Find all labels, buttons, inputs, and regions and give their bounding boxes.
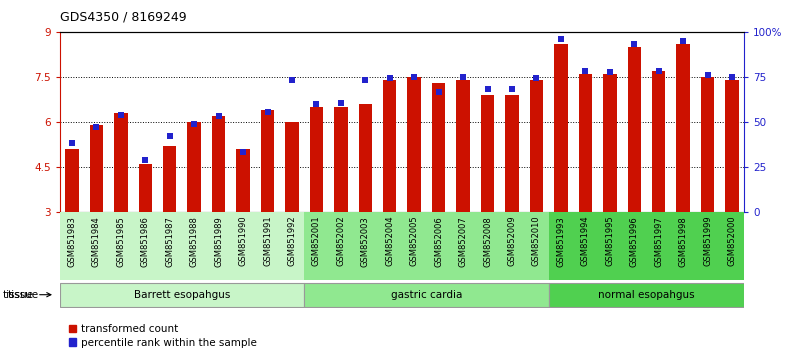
Bar xyxy=(358,104,372,212)
Bar xyxy=(383,80,396,212)
Text: GSM851986: GSM851986 xyxy=(141,216,150,267)
Bar xyxy=(652,71,665,212)
Text: GSM851987: GSM851987 xyxy=(166,216,174,267)
Bar xyxy=(114,113,127,212)
Text: gastric cardia: gastric cardia xyxy=(391,290,462,300)
Bar xyxy=(603,74,617,212)
Text: GSM852006: GSM852006 xyxy=(434,216,443,267)
Text: GSM852002: GSM852002 xyxy=(337,216,345,267)
Bar xyxy=(579,74,592,212)
Text: GSM851984: GSM851984 xyxy=(92,216,101,267)
Bar xyxy=(236,149,250,212)
Text: GSM852003: GSM852003 xyxy=(361,216,370,267)
Bar xyxy=(261,110,275,212)
Bar xyxy=(163,146,177,212)
Text: Barrett esopahgus: Barrett esopahgus xyxy=(134,290,230,300)
Text: GSM852005: GSM852005 xyxy=(410,216,419,267)
Bar xyxy=(334,107,348,212)
Text: GSM851989: GSM851989 xyxy=(214,216,223,267)
FancyBboxPatch shape xyxy=(548,212,744,280)
Bar xyxy=(65,149,79,212)
Bar xyxy=(139,164,152,212)
Text: GSM851983: GSM851983 xyxy=(68,216,76,267)
Bar xyxy=(310,107,323,212)
Text: GSM851990: GSM851990 xyxy=(239,216,248,267)
Bar xyxy=(408,77,421,212)
Text: GSM851993: GSM851993 xyxy=(556,216,565,267)
Bar xyxy=(700,77,714,212)
Bar xyxy=(187,122,201,212)
Text: GSM852000: GSM852000 xyxy=(728,216,736,267)
Text: GSM852004: GSM852004 xyxy=(385,216,394,267)
Text: GDS4350 / 8169249: GDS4350 / 8169249 xyxy=(60,11,186,24)
FancyBboxPatch shape xyxy=(304,212,548,280)
Bar xyxy=(481,95,494,212)
Text: GSM851996: GSM851996 xyxy=(630,216,638,267)
FancyBboxPatch shape xyxy=(548,283,744,307)
Text: GSM851997: GSM851997 xyxy=(654,216,663,267)
Bar xyxy=(677,44,690,212)
Text: tissue: tissue xyxy=(3,290,51,300)
Text: tissue: tissue xyxy=(8,290,39,300)
Bar xyxy=(456,80,470,212)
Text: GSM852001: GSM852001 xyxy=(312,216,321,267)
Bar xyxy=(212,116,225,212)
Text: GSM852008: GSM852008 xyxy=(483,216,492,267)
FancyBboxPatch shape xyxy=(60,212,304,280)
Text: GSM852010: GSM852010 xyxy=(532,216,541,267)
Text: GSM851988: GSM851988 xyxy=(189,216,199,267)
Text: GSM851994: GSM851994 xyxy=(581,216,590,267)
Text: GSM852009: GSM852009 xyxy=(508,216,517,267)
Bar xyxy=(725,80,739,212)
FancyBboxPatch shape xyxy=(304,283,548,307)
Bar xyxy=(505,95,519,212)
Text: GSM851998: GSM851998 xyxy=(679,216,688,267)
Bar xyxy=(554,44,568,212)
Text: GSM852007: GSM852007 xyxy=(458,216,467,267)
Text: normal esopahgus: normal esopahgus xyxy=(598,290,695,300)
Bar xyxy=(285,122,298,212)
Text: GSM851999: GSM851999 xyxy=(703,216,712,267)
Bar xyxy=(627,47,641,212)
Text: GSM851985: GSM851985 xyxy=(116,216,125,267)
Text: GSM851992: GSM851992 xyxy=(287,216,296,267)
Bar xyxy=(90,125,103,212)
Bar xyxy=(529,80,543,212)
Legend: transformed count, percentile rank within the sample: transformed count, percentile rank withi… xyxy=(65,320,260,352)
FancyBboxPatch shape xyxy=(60,283,304,307)
Text: GSM851991: GSM851991 xyxy=(263,216,272,267)
Bar xyxy=(432,83,446,212)
Text: GSM851995: GSM851995 xyxy=(605,216,615,267)
